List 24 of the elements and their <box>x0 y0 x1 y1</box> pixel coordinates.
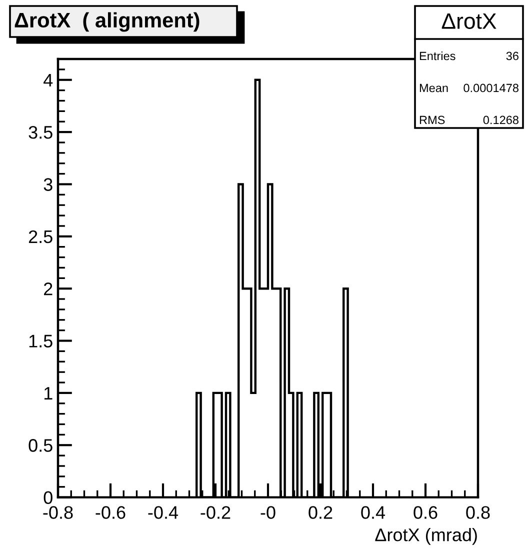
x-tick-label: 0.4 <box>361 506 386 519</box>
y-tick-label: 1.5 <box>29 334 52 348</box>
x-tick-label: -0.4 <box>148 506 178 519</box>
y-tick-label: 2.5 <box>28 230 52 244</box>
text: RMS 0.1268 <box>420 116 518 124</box>
y-tick-label: 3.5 <box>28 126 52 139</box>
y-tick-label: 2 <box>44 282 52 296</box>
text: Mean 0.0001478 <box>420 84 518 92</box>
y-tick-label: 3 <box>44 178 52 191</box>
x-tick-label: -0 <box>260 506 276 519</box>
x-tick-label: -0.8 <box>43 506 73 519</box>
x-tick-label: 0.2 <box>308 506 332 519</box>
chart-title: ΔrotX ( alignment) <box>14 12 200 32</box>
text: Entries 36 <box>420 52 518 60</box>
x-tick-label: 0.8 <box>466 506 490 519</box>
x-axis-title: ΔrotX (mrad) <box>375 528 477 545</box>
x-tick-label: 0.6 <box>414 506 438 519</box>
y-tick-label: 0.5 <box>28 439 52 452</box>
x-tick-label: -0.6 <box>96 506 126 519</box>
y-tick-label: 4 <box>44 74 53 86</box>
x-tick-label: -0.2 <box>200 506 230 519</box>
y-tick-label: 1 <box>44 387 52 400</box>
text: ΔrotX <box>442 13 496 29</box>
y-tick-label: 0 <box>44 491 52 504</box>
